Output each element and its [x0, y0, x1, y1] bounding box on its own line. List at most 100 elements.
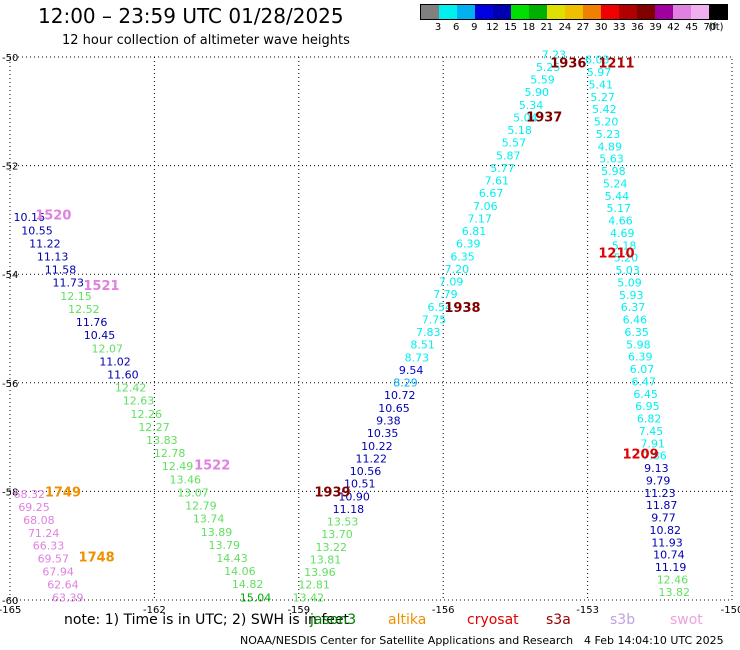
- swh-value: 8.51: [410, 339, 435, 352]
- swh-value: 12.07: [92, 342, 124, 355]
- swh-value: 9.38: [376, 414, 401, 427]
- swh-value: 6.35: [450, 250, 475, 263]
- legend-swatch: [673, 5, 691, 19]
- swh-value: 5.04: [513, 111, 538, 124]
- swh-value: 7.06: [473, 200, 498, 213]
- swh-value: 5.23: [596, 128, 621, 141]
- swh-value: 5.57: [502, 137, 527, 150]
- swh-value: 6.39: [456, 238, 481, 251]
- y-tick-label: -60: [2, 596, 18, 607]
- time-label: 1521: [83, 279, 119, 294]
- legend-label: 18: [522, 22, 536, 33]
- x-tick-label: -150: [721, 605, 740, 616]
- swh-value: 7.17: [467, 212, 492, 225]
- swh-value: 14.06: [224, 565, 256, 578]
- satellite-label-s3b: s3b: [610, 612, 636, 628]
- swh-value: 10.90: [338, 490, 370, 503]
- time-label: 1210: [598, 246, 634, 261]
- swh-value: 6.07: [630, 363, 655, 376]
- swh-value: 9.54: [399, 364, 424, 377]
- swh-value: 5.97: [587, 66, 612, 79]
- swh-value: 10.45: [84, 329, 116, 342]
- legend-labels: 3 6 9 12 15 18 21 24 27 30 33 36 39 42 45 70 (ft): [420, 22, 728, 36]
- swh-value: 7.86: [642, 450, 667, 463]
- swh-value: 11.22: [29, 237, 61, 250]
- note-text: note: 1) Time is in UTC; 2) SWH is in fe…: [64, 612, 350, 628]
- time-label: 1749: [45, 485, 81, 500]
- swh-value: 6.47: [632, 375, 657, 388]
- swh-value: 5.24: [603, 177, 628, 190]
- swh-value: 11.13: [37, 251, 69, 264]
- satellite-label-altika: altika: [388, 612, 427, 628]
- legend-swatch: [493, 5, 511, 19]
- swh-value: 13.70: [321, 528, 353, 541]
- swh-value: 10.22: [361, 440, 393, 453]
- swh-value: 4.69: [610, 227, 635, 240]
- swh-value: 6.37: [621, 301, 646, 314]
- legend-label: 45: [685, 22, 699, 33]
- legend-swatch: [601, 5, 619, 19]
- swh-value: 12.78: [154, 447, 186, 460]
- swh-value: 11.73: [53, 277, 85, 290]
- legend-unit: (ft): [708, 22, 724, 33]
- footer-timestamp: 4 Feb 14:04:10 UTC 2025: [584, 634, 724, 647]
- swh-value: 8.73: [405, 351, 430, 364]
- swh-value: 67.94: [42, 565, 74, 578]
- legend-label: 9: [471, 22, 478, 33]
- swh-value: 6.45: [633, 388, 658, 401]
- swh-value: 12.81: [298, 579, 330, 592]
- swh-value: 69.57: [38, 553, 70, 566]
- swh-value: 12.49: [162, 460, 194, 473]
- swh-value: 9.13: [644, 462, 669, 475]
- swh-value: 10.16: [14, 211, 46, 224]
- satellite-legend: jason3 altika cryosat s3a s3b swot: [0, 612, 740, 630]
- y-tick-label: -58: [2, 487, 18, 498]
- swh-value: 10.72: [384, 389, 416, 402]
- x-tick-label: -153: [576, 605, 599, 616]
- swh-value: 11.60: [107, 368, 139, 381]
- y-tick-label: -52: [2, 162, 18, 173]
- swh-value: 5.34: [519, 99, 544, 112]
- swh-value: 13.82: [658, 586, 690, 599]
- swh-value: 5.63: [599, 153, 624, 166]
- swh-value: 5.98: [601, 165, 626, 178]
- legend-swatch: [709, 5, 727, 19]
- swh-value: 71.24: [28, 527, 60, 540]
- legend-swatch: [565, 5, 583, 19]
- swh-value: 12.52: [68, 303, 100, 316]
- legend-swatch: [655, 5, 673, 19]
- x-tick-label: -162: [143, 605, 166, 616]
- swh-value: 10.55: [21, 224, 53, 237]
- swh-value: 9.77: [651, 512, 676, 525]
- swh-value: 13.22: [316, 541, 348, 554]
- swh-value: 7.83: [416, 326, 441, 339]
- swh-value: 5.18: [612, 239, 637, 252]
- swh-value: 11.02: [99, 355, 131, 368]
- swh-value: 6.35: [624, 326, 649, 339]
- y-tick-label: -56: [2, 379, 18, 390]
- color-legend: 3 6 9 12 15 18 21 24 27 30 33 36 39 42 45 70 (ft): [420, 4, 728, 36]
- swh-value: 12.42: [115, 382, 147, 395]
- satellite-label-s3a: s3a: [546, 612, 571, 628]
- swh-value: 13.79: [209, 539, 241, 552]
- swh-value: 15.04: [240, 591, 272, 604]
- swh-value: 6.46: [623, 314, 648, 327]
- swh-value: 7.45: [639, 425, 664, 438]
- time-label: 1748: [79, 551, 115, 566]
- swh-value: 10.65: [378, 402, 410, 415]
- swh-value: 12.27: [138, 421, 170, 434]
- time-label: 1520: [35, 208, 71, 223]
- swh-value: 11.18: [333, 503, 365, 516]
- y-tick-label: -54: [2, 270, 18, 281]
- swh-value: 6.95: [635, 400, 660, 413]
- swh-value: 10.56: [350, 465, 382, 478]
- swh-value: 62.64: [47, 578, 79, 591]
- time-label: 1211: [598, 56, 634, 71]
- swh-value: 11.23: [644, 487, 676, 500]
- swh-value: 10.82: [650, 524, 682, 537]
- swh-value: 5.87: [496, 149, 521, 162]
- swh-value: 11.93: [651, 536, 683, 549]
- legend-swatch: [583, 5, 601, 19]
- x-tick-label: -156: [432, 605, 455, 616]
